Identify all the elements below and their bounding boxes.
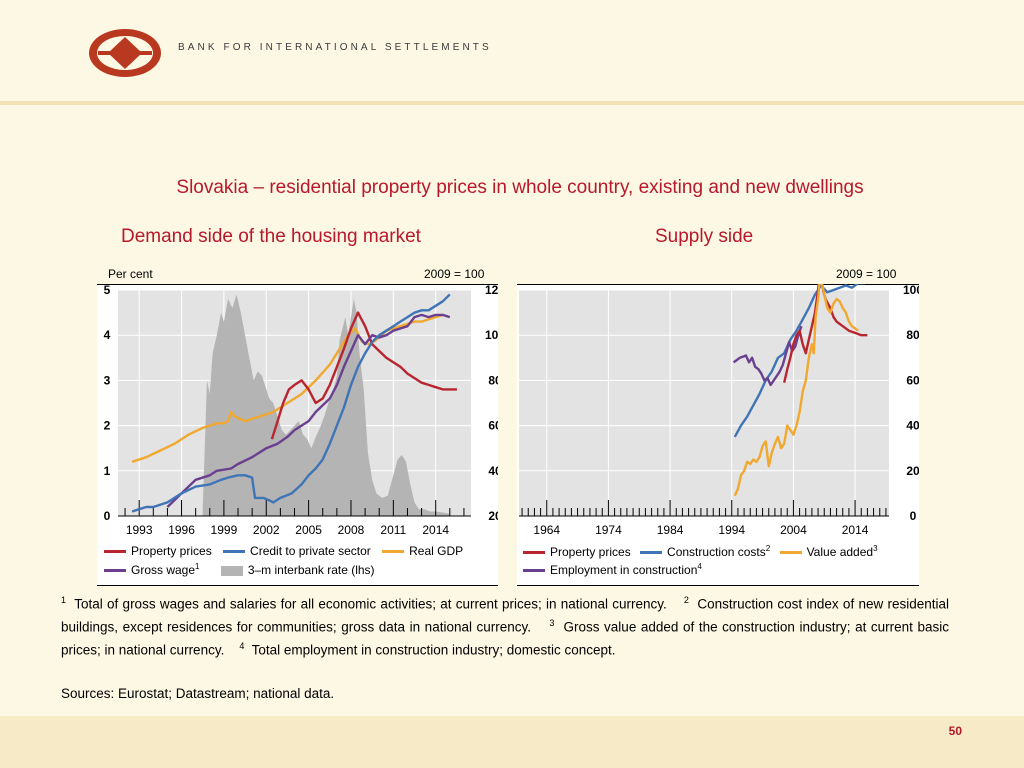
footnote-1: Total of gross wages and salaries for al… — [74, 596, 667, 612]
footnote-3: Gross value added of the construction in… — [61, 619, 950, 658]
legend-item-gross-wage: Gross wage1 — [104, 562, 199, 577]
supply-line-employment-in-construction — [732, 325, 803, 387]
supply-x-tick-label: 1984 — [657, 523, 684, 537]
legend-item-property-prices-supply: Property prices — [523, 545, 631, 559]
footnote-4: Total employment in construction industr… — [251, 642, 616, 658]
supply-x-tick-label: 1964 — [533, 523, 560, 537]
slide-footer — [0, 716, 1024, 768]
footnote-2: Construction cost index of new residenti… — [61, 596, 949, 635]
supply-x-tick-label: 2014 — [842, 523, 869, 537]
left-chart-right-unit: 2009 = 100 — [424, 267, 485, 281]
demand-side-chart: 1993199619992002200520082011201420406080… — [104, 284, 498, 537]
supply-y-right-label: 80 — [906, 328, 919, 342]
bis-logo-icon — [89, 29, 161, 77]
demand-y-right-label: 60 — [488, 419, 498, 433]
left-chart-title: Demand side of the housing market — [121, 226, 421, 247]
demand-x-tick-label: 1993 — [126, 523, 153, 537]
right-chart-right-unit: 2009 = 100 — [836, 267, 897, 281]
demand-line-real-gdp — [131, 313, 444, 463]
left-chart-left-unit: Per cent — [108, 267, 153, 281]
supply-plot-area — [519, 290, 889, 516]
demand-area-3-m-interbank-rate-lhs — [202, 294, 450, 516]
demand-x-tick-label: 1996 — [168, 523, 195, 537]
demand-x-tick-label: 2014 — [422, 523, 449, 537]
demand-y-left-label: 1 — [104, 464, 111, 478]
right-legend-row-1: Property prices Construction costs2 Valu… — [523, 544, 878, 559]
left-legend-row-2: Gross wage1 3–m interbank rate (lhs) — [104, 562, 375, 577]
page-number: 50 — [948, 724, 962, 738]
demand-x-tick-label: 1999 — [211, 523, 238, 537]
supply-y-right-label: 60 — [906, 373, 919, 387]
demand-y-left-label: 4 — [104, 328, 111, 342]
supply-line-construction-costs — [733, 284, 866, 438]
supply-x-tick-label: 1994 — [718, 523, 745, 537]
demand-y-right-label: 120 — [485, 284, 498, 297]
supply-line-value-added — [733, 284, 859, 497]
demand-x-tick-label: 2011 — [380, 523, 406, 537]
legend-item-employment: Employment in construction4 — [523, 562, 702, 577]
supply-y-right-label: 100 — [903, 284, 919, 297]
demand-y-left-label: 5 — [104, 284, 111, 297]
demand-x-tick-label: 2008 — [338, 523, 365, 537]
left-legend-row-1: Property prices Credit to private sector… — [104, 544, 463, 558]
slide-header: BANK FOR INTERNATIONAL SETTLEMENTS — [0, 0, 1024, 103]
supply-y-right-label: 20 — [906, 464, 919, 478]
legend-item-construction-costs: Construction costs2 — [640, 544, 770, 559]
demand-line-property-prices — [270, 311, 457, 440]
supply-y-right-label: 40 — [906, 419, 919, 433]
legend-item-interbank-rate: 3–m interbank rate (lhs) — [220, 563, 375, 577]
footnotes: 1 Total of gross wages and salaries for … — [61, 595, 950, 658]
legend-item-real-gdp: Real GDP — [382, 544, 463, 558]
demand-line-credit-to-private-sector — [131, 293, 451, 513]
demand-y-left-label: 0 — [104, 509, 111, 523]
legend-item-property-prices: Property prices — [104, 544, 212, 558]
supply-line-property-prices — [783, 284, 868, 383]
org-name: BANK FOR INTERNATIONAL SETTLEMENTS — [178, 42, 492, 53]
demand-x-tick-label: 2005 — [295, 523, 322, 537]
legend-item-credit: Credit to private sector — [223, 544, 371, 558]
demand-y-left-label: 3 — [104, 373, 111, 387]
slide-title: Slovakia – residential property prices i… — [176, 177, 864, 198]
legend-item-value-added: Value added3 — [779, 544, 878, 559]
demand-line-gross-wage — [166, 313, 451, 508]
sources-note: Sources: Eurostat; Datastream; national … — [61, 686, 335, 701]
demand-y-right-label: 40 — [488, 464, 498, 478]
demand-x-tick-label: 2002 — [253, 523, 280, 537]
right-chart-title: Supply side — [655, 226, 754, 247]
demand-y-left-label: 2 — [104, 419, 111, 433]
supply-y-right-label: 0 — [910, 509, 917, 523]
right-legend-row-2: Employment in construction4 — [523, 562, 702, 577]
supply-x-tick-label: 1974 — [595, 523, 622, 537]
supply-x-tick-label: 2004 — [780, 523, 807, 537]
header-rule — [0, 101, 1024, 105]
demand-y-right-label: 80 — [488, 373, 498, 387]
demand-y-right-label: 100 — [485, 328, 498, 342]
supply-side-chart: 1964 1974 1984 1994 2004 2014 0 20 40 60 80 100 — [519, 284, 919, 537]
demand-y-right-label: 20 — [488, 509, 498, 523]
